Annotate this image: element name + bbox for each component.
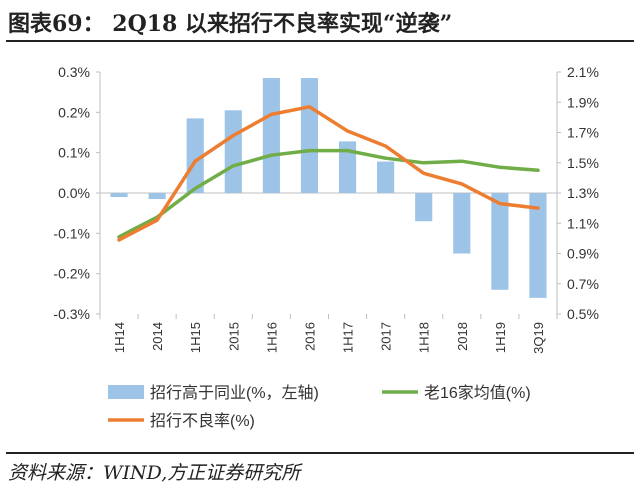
bar (377, 161, 395, 193)
bar (110, 193, 128, 198)
x-tick-label: 1H18 (417, 322, 432, 353)
left-tick-label: 0.1% (58, 145, 90, 161)
bar (338, 141, 357, 193)
legend-label: 老16家均值(%) (424, 384, 531, 402)
bar (186, 118, 204, 193)
left-tick-label: 0.3% (58, 64, 90, 80)
bar (148, 193, 166, 200)
series-line (117, 148, 540, 239)
bar (415, 193, 433, 222)
series-line (117, 105, 540, 242)
left-tick-label: -0.1% (53, 225, 90, 241)
legend-label: 招行不良率(%) (150, 412, 255, 430)
legend-label: 招行高于同业(%，左轴) (150, 384, 319, 402)
x-tick-label: 2017 (379, 322, 394, 351)
right-tick-label: 1.9% (567, 94, 599, 110)
legend-swatch (108, 385, 144, 399)
bar (453, 193, 471, 254)
bar (491, 193, 509, 290)
right-tick-label: 1.7% (567, 125, 599, 141)
title-rule (6, 40, 634, 42)
x-tick-label: 2015 (226, 322, 241, 351)
left-tick-label: -0.2% (53, 266, 90, 282)
right-tick-label: 1.3% (567, 185, 599, 201)
right-tick-label: 0.7% (567, 276, 599, 292)
right-tick-label: 0.5% (567, 306, 599, 322)
source-note: 资料来源：WIND,方正证券研究所 (8, 462, 301, 484)
x-tick-label: 3Q19 (531, 322, 546, 354)
left-tick-label: 0.2% (58, 104, 90, 120)
right-tick-label: 0.9% (567, 246, 599, 262)
bar (224, 110, 242, 193)
x-tick-label: 1H16 (264, 322, 279, 353)
bar (262, 78, 280, 193)
x-tick-label: 1H19 (493, 322, 508, 353)
chart: -0.3% -0.2% -0.1% 0.0% 0.1% 0.2% 0.3% 0.5% 0.7% 0… (53, 64, 599, 430)
bar (529, 193, 547, 298)
right-tick-label: 1.1% (567, 215, 599, 231)
footer-rule (6, 452, 634, 454)
chart-title: 图表69： 2Q18 以来招行不良率实现“逆袭” (8, 11, 453, 37)
x-tick-label: 2016 (302, 322, 317, 351)
x-tick-label: 1H14 (112, 322, 127, 353)
x-tick-label: 1H17 (341, 322, 356, 353)
x-tick-label: 1H15 (188, 322, 203, 353)
left-tick-label: -0.3% (53, 306, 90, 322)
bar (300, 78, 319, 193)
right-tick-label: 2.1% (567, 64, 599, 80)
x-tick-label: 2014 (150, 322, 165, 351)
right-tick-label: 1.5% (567, 155, 599, 171)
x-tick-label: 2018 (455, 322, 470, 351)
left-tick-label: 0.0% (58, 185, 90, 201)
